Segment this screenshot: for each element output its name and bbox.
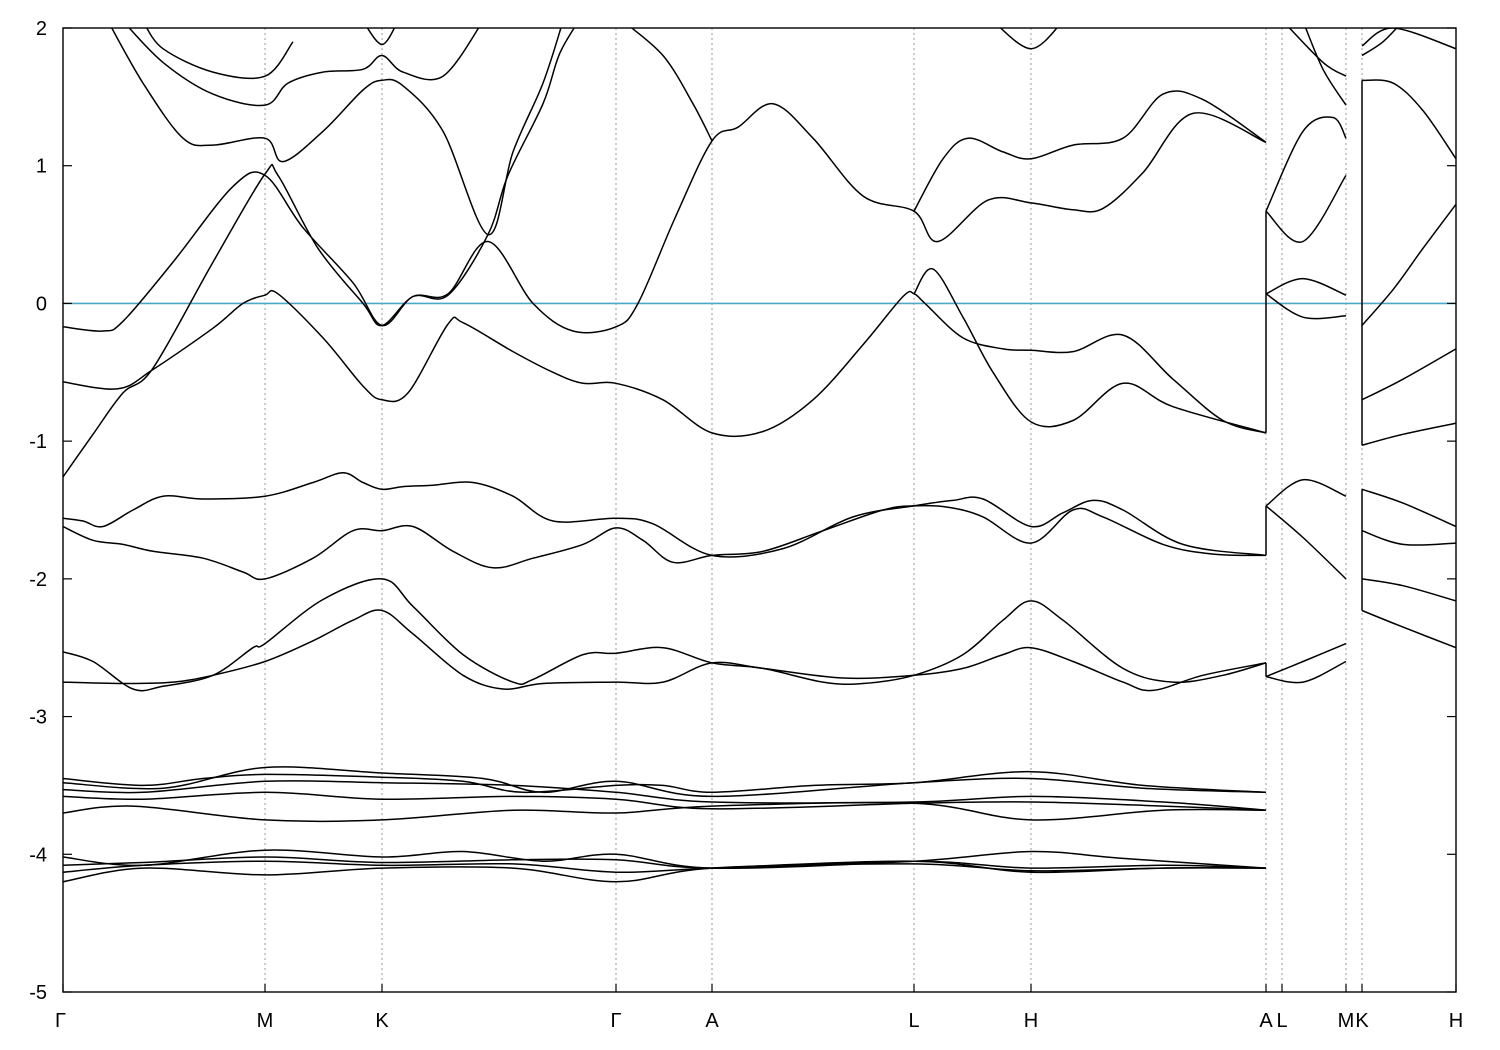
y-axis: 2 1 0 -1 -2 -3 -4 -5: [29, 18, 1456, 1004]
x-tick-label: L: [908, 1010, 919, 1032]
band-line-14: [63, 860, 1267, 874]
band-line-20: [630, 28, 713, 142]
band-line-4: [63, 472, 1267, 558]
band-line-25: [1265, 116, 1347, 212]
y-tick-label: 2: [36, 18, 47, 40]
band-line-23: [913, 268, 1267, 434]
x-tick-label: Γ: [55, 1010, 66, 1032]
y-tick-label: 0: [36, 293, 47, 315]
band-line-30: [1265, 505, 1347, 580]
high-symmetry-gridlines: [264, 28, 1363, 992]
y-tick-label: -3: [29, 707, 47, 729]
band-line-32: [1265, 642, 1347, 678]
plot-frame: [62, 27, 1457, 993]
band-line-19: [366, 28, 396, 46]
band-line-3: [63, 504, 1267, 581]
band-line-13: [63, 856, 1267, 869]
y-tick-label: -5: [29, 982, 47, 1004]
x-tick-label: M: [257, 1010, 274, 1032]
band-line-2: [63, 289, 1267, 437]
band-line-35: [1361, 28, 1456, 50]
band-line-10: [63, 791, 1267, 811]
band-line-24: [1265, 174, 1347, 243]
x-tick-label: K: [1355, 1010, 1369, 1032]
band-line-38: [1361, 348, 1456, 401]
x-tick-label: M: [1338, 1010, 1355, 1032]
band-line-42: [1361, 578, 1456, 602]
y-tick-label: 1: [36, 156, 47, 178]
band-line-39: [1361, 422, 1456, 447]
band-line-28: [1288, 28, 1347, 77]
y-tick-label: -4: [29, 844, 47, 866]
band-line-31: [1265, 478, 1347, 507]
band-line-8: [63, 766, 1267, 798]
x-tick-label: A: [705, 1010, 719, 1032]
band-line-11: [63, 801, 1267, 823]
band-line-37: [1361, 203, 1456, 326]
band-line-43: [1361, 609, 1456, 649]
band-line-12: [63, 849, 1267, 869]
x-tick-label: H: [1449, 1010, 1463, 1032]
y-tick-label: -2: [29, 569, 47, 591]
band-line-27: [1265, 293, 1347, 320]
band-line-40: [1361, 488, 1456, 528]
band-lines: [63, 28, 1456, 883]
x-tick-label: A: [1259, 1010, 1273, 1032]
y-tick-label: -1: [29, 431, 47, 453]
band-line-22: [913, 90, 1267, 212]
x-tick-label: K: [375, 1010, 389, 1032]
band-line-17: [128, 28, 480, 107]
band-line-34: [1361, 28, 1398, 57]
band-line-18: [110, 28, 562, 236]
band-line-5: [63, 578, 1267, 692]
band-line-29: [1304, 28, 1347, 106]
band-line-6: [63, 609, 1267, 692]
x-tick-label: L: [1276, 1010, 1287, 1032]
band-line-1: [63, 28, 575, 332]
x-tick-label: H: [1024, 1010, 1038, 1032]
band-line-9: [63, 779, 1267, 811]
x-tick-label: Γ: [610, 1010, 621, 1032]
band-line-33: [1265, 660, 1347, 684]
band-line-26: [1265, 277, 1347, 296]
band-line-41: [1361, 529, 1456, 546]
band-line-16: [145, 28, 294, 80]
band-line-36: [1361, 79, 1456, 160]
band-line-15: [63, 863, 1267, 883]
band-line-21: [999, 28, 1058, 50]
band-line-0: [63, 102, 1267, 478]
